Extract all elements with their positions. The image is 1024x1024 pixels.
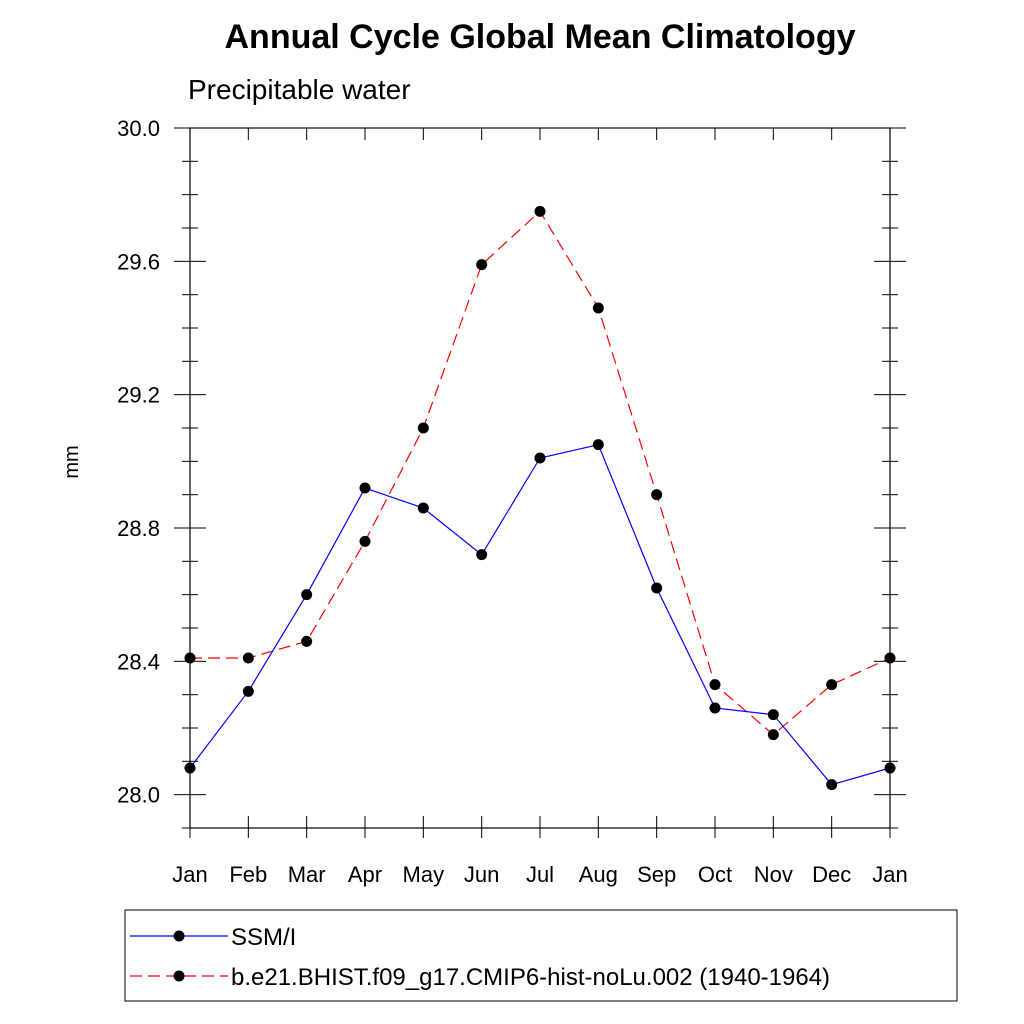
series-0-point: [417, 502, 429, 514]
y-tick-label: 28.0: [117, 783, 160, 808]
series-0-point: [651, 582, 663, 594]
series-1-point: [709, 679, 721, 691]
series-1-point: [767, 729, 779, 741]
x-tick-label: Sep: [637, 862, 676, 887]
legend-box: [124, 909, 958, 1002]
x-tick-label: Feb: [229, 862, 267, 887]
legend-marker-1: [173, 970, 185, 982]
series-0-point: [242, 685, 254, 697]
plot-frame: [189, 127, 891, 829]
series-0-point: [826, 779, 838, 791]
series-1-point: [359, 535, 371, 547]
x-tick-label: Dec: [812, 862, 851, 887]
series-1-point: [301, 635, 313, 647]
series-1-point: [476, 259, 488, 271]
series-1-point: [826, 679, 838, 691]
y-tick-label: 29.2: [117, 383, 160, 408]
series-0-point: [534, 452, 546, 464]
legend: SSM/I b.e21.BHIST.f09_g17.CMIP6-hist-noLu…: [130, 924, 830, 991]
y-tick-label: 30.0: [117, 116, 160, 141]
legend-label-1: b.e21.BHIST.f09_g17.CMIP6-hist-noLu.002 …: [231, 964, 830, 991]
y-tick-labels: 28.0 28.4 28.8 29.2 29.6 30.0: [117, 116, 160, 808]
series-1-point: [534, 205, 546, 217]
y-tick-label: 28.8: [117, 516, 160, 541]
x-tick-label: Jan: [872, 862, 907, 887]
series-0-point: [476, 549, 488, 561]
chart-title: Annual Cycle Global Mean Climatology: [225, 18, 856, 56]
series-0-point: [592, 439, 604, 451]
series-1-point: [242, 652, 254, 664]
x-tick-label: Jan: [172, 862, 207, 887]
x-tick-label: Aug: [579, 862, 618, 887]
x-tick-label: Nov: [754, 862, 793, 887]
series-line-1: [190, 210, 891, 736]
series-layer: [184, 205, 896, 791]
y-tick-label: 29.6: [117, 249, 160, 274]
x-tick-label: Jun: [464, 862, 499, 887]
series-0-point: [359, 482, 371, 494]
x-tick-label: Oct: [698, 862, 732, 887]
series-1-point: [651, 489, 663, 501]
x-tick-label: Jul: [526, 862, 554, 887]
axis-ticks: [174, 127, 906, 838]
y-axis-label: mm: [61, 445, 83, 478]
series-0-point: [767, 709, 779, 721]
x-tick-labels: Jan Feb Mar Apr May Jun Jul Aug Sep Oct Nov Dec Jan: [172, 862, 907, 887]
x-tick-label: May: [403, 862, 445, 887]
series-0-point: [184, 762, 196, 774]
x-tick-label: Apr: [348, 862, 382, 887]
chart-subtitle: Precipitable water: [188, 74, 411, 105]
y-tick-label: 28.4: [117, 649, 160, 674]
series-0-point: [301, 589, 313, 601]
series-0-point: [709, 702, 721, 714]
series-1-point: [184, 652, 196, 664]
series-0-point: [884, 762, 896, 774]
series-line-0: [189, 443, 891, 786]
series-1-point: [884, 652, 896, 664]
legend-marker-0: [173, 930, 185, 942]
series-1-point: [417, 422, 429, 434]
series-1-point: [592, 302, 604, 314]
x-tick-label: Mar: [288, 862, 326, 887]
legend-label-0: SSM/I: [231, 924, 296, 951]
